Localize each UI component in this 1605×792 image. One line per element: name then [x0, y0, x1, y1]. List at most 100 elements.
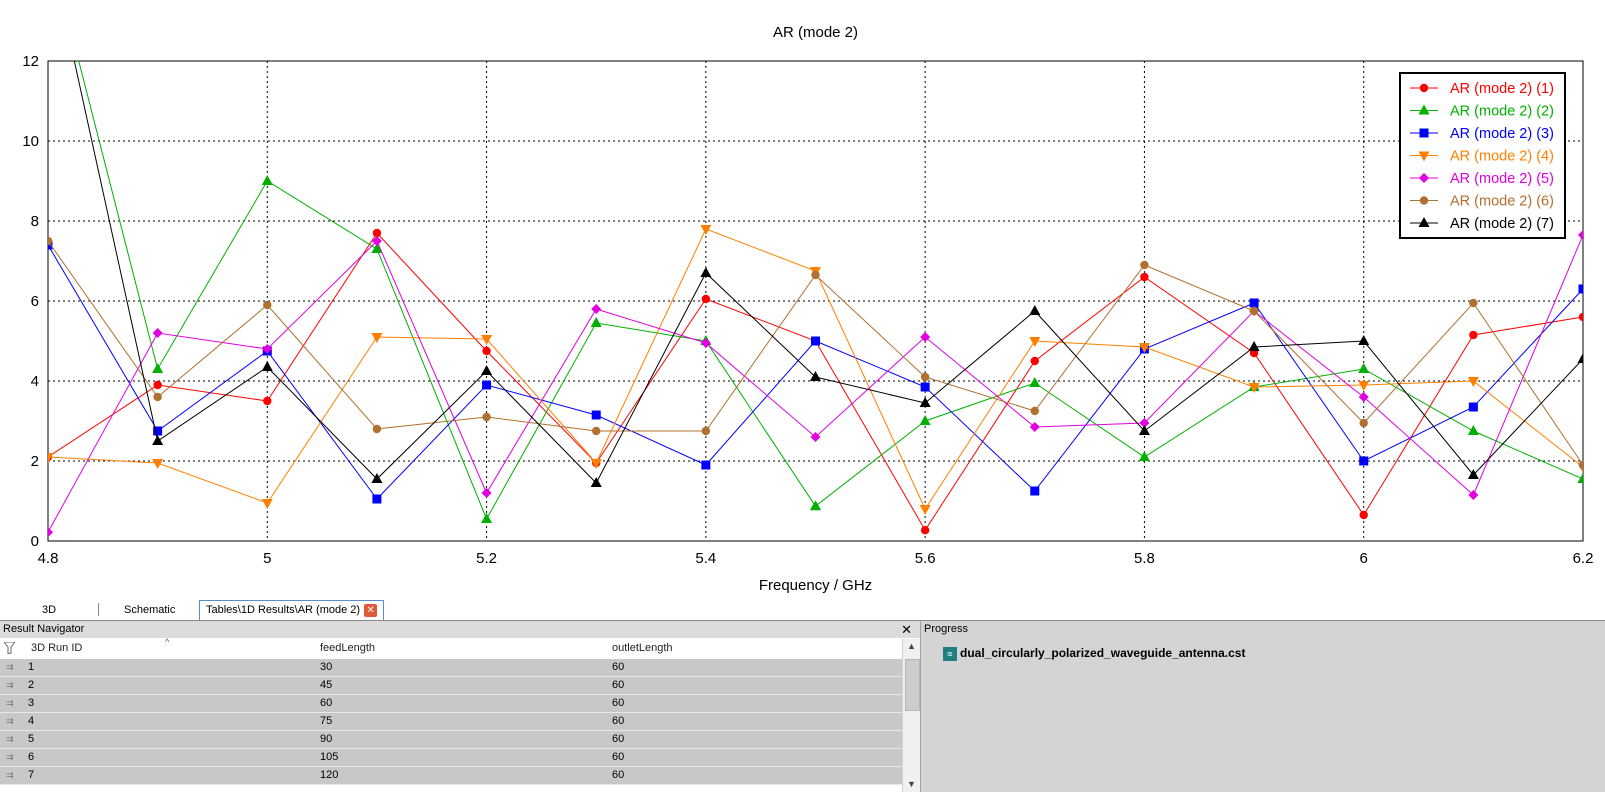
data-point — [1030, 486, 1040, 496]
data-point — [1029, 422, 1040, 432]
data-point — [481, 365, 493, 375]
data-point — [1029, 377, 1041, 387]
data-point — [591, 410, 601, 420]
close-icon[interactable]: ✕ — [364, 603, 378, 617]
column-header-feed-length[interactable]: feedLength — [320, 642, 376, 654]
data-point — [1359, 418, 1368, 428]
feed-length-cell: 105 — [320, 751, 339, 763]
data-point — [371, 236, 382, 246]
table-row[interactable]: ⇉ 3 60 60 — [0, 695, 902, 713]
legend-label: AR (mode 2) (4) — [1450, 149, 1554, 165]
feed-length-cell: 120 — [320, 769, 339, 781]
legend-label: AR (mode 2) (2) — [1450, 104, 1554, 120]
data-point — [919, 505, 931, 515]
data-point — [1358, 335, 1370, 345]
data-point — [482, 412, 491, 422]
data-point — [481, 488, 492, 498]
data-point — [263, 300, 272, 310]
table-row[interactable]: ⇉ 1 30 60 — [0, 659, 902, 677]
filter-icon[interactable] — [2, 641, 17, 657]
data-point — [371, 473, 383, 483]
data-point — [152, 328, 163, 338]
close-icon[interactable]: ✕ — [901, 622, 912, 637]
progress-header: Progress — [921, 621, 1605, 638]
progress-panel: Progress ≈ dual_circularly_polarized_wave… — [921, 621, 1605, 792]
y-tick-label: 0 — [31, 533, 39, 550]
table-row[interactable]: ⇉ 5 90 60 — [0, 731, 902, 749]
data-point — [1467, 425, 1479, 435]
legend-label: AR (mode 2) (1) — [1450, 81, 1554, 97]
vertical-scrollbar[interactable]: ▲ ▼ — [902, 639, 920, 792]
table-row[interactable]: ⇉ 6 105 60 — [0, 749, 902, 767]
data-point — [372, 424, 382, 434]
data-point — [701, 460, 711, 470]
feed-length-cell: 90 — [320, 733, 333, 745]
row-icon: ⇉ — [6, 698, 14, 708]
data-point — [1138, 343, 1150, 353]
scroll-up-icon[interactable]: ▲ — [907, 641, 916, 651]
data-point — [592, 426, 601, 436]
data-point — [372, 494, 382, 504]
data-point — [701, 426, 711, 436]
column-header-run-id[interactable]: 3D Run ID — [31, 642, 83, 654]
x-tick-label: 5.6 — [915, 550, 936, 567]
data-point — [1248, 341, 1260, 351]
data-point — [1029, 337, 1041, 347]
x-tick-label: 5.8 — [1134, 550, 1155, 567]
progress-file-item[interactable]: ≈ dual_circularly_polarized_waveguide_ant… — [943, 646, 1245, 661]
tab-bar: 3D Schematic Tables\1D Results\AR (mode … — [0, 600, 1605, 621]
data-point — [1359, 456, 1369, 466]
data-point — [482, 380, 492, 390]
column-header-outlet-length[interactable]: outletLength — [612, 642, 673, 654]
data-point — [48, 453, 54, 463]
data-point — [1138, 425, 1150, 435]
data-point — [1248, 383, 1260, 393]
tab-schematic[interactable]: Schematic — [124, 604, 176, 616]
data-point — [481, 513, 493, 523]
data-point — [700, 267, 712, 277]
x-tick-label: 5.2 — [476, 550, 497, 567]
data-point — [152, 435, 164, 445]
y-tick-label: 8 — [31, 213, 39, 230]
data-point — [1029, 305, 1041, 315]
data-point — [153, 380, 162, 390]
y-tick-label: 2 — [31, 453, 39, 470]
scrollbar-thumb[interactable] — [905, 659, 920, 711]
data-point — [590, 477, 602, 487]
tab-ar-results-label: Tables\1D Results\AR (mode 2) — [206, 604, 361, 616]
legend-marker — [1418, 217, 1430, 227]
chart-title: AR (mode 2) — [773, 24, 858, 41]
y-tick-label: 10 — [22, 133, 39, 150]
table-row[interactable]: ⇉ 2 45 60 — [0, 677, 902, 695]
result-navigator-header: Result Navigator ✕ — [0, 621, 920, 638]
run-id-cell: 6 — [28, 751, 35, 763]
data-point — [48, 527, 53, 538]
data-point — [1358, 381, 1370, 391]
table-row[interactable]: ⇉ 4 75 60 — [0, 713, 902, 731]
data-point — [371, 243, 383, 253]
row-icon: ⇉ — [6, 662, 14, 672]
tab-3d[interactable]: 3D — [42, 604, 57, 616]
legend-marker — [1418, 151, 1430, 162]
legend-label: AR (mode 2) (5) — [1450, 171, 1554, 187]
run-id-cell: 2 — [28, 679, 35, 691]
run-id-cell: 7 — [28, 769, 35, 781]
legend-label: AR (mode 2) (6) — [1450, 194, 1554, 210]
data-point — [481, 335, 493, 345]
data-point — [1140, 272, 1149, 282]
scroll-down-icon[interactable]: ▼ — [907, 779, 916, 789]
result-navigator-title: Result Navigator — [3, 623, 85, 635]
run-id-cell: 1 — [28, 661, 35, 673]
data-point — [591, 304, 602, 314]
data-point — [261, 361, 273, 371]
data-point — [1577, 473, 1583, 483]
result-navigator-panel: Result Navigator ✕ ^ 3D Run ID feedLengt… — [0, 621, 921, 792]
data-point — [1140, 260, 1149, 270]
legend-marker — [1419, 128, 1429, 138]
data-point — [700, 338, 711, 348]
outlet-length-cell: 60 — [612, 769, 625, 781]
table-row[interactable]: ⇉ 7 120 60 — [0, 767, 902, 785]
series-group — [48, 230, 1583, 538]
tab-ar-results[interactable]: Tables\1D Results\AR (mode 2) ✕ — [199, 600, 385, 620]
data-point — [920, 332, 931, 342]
